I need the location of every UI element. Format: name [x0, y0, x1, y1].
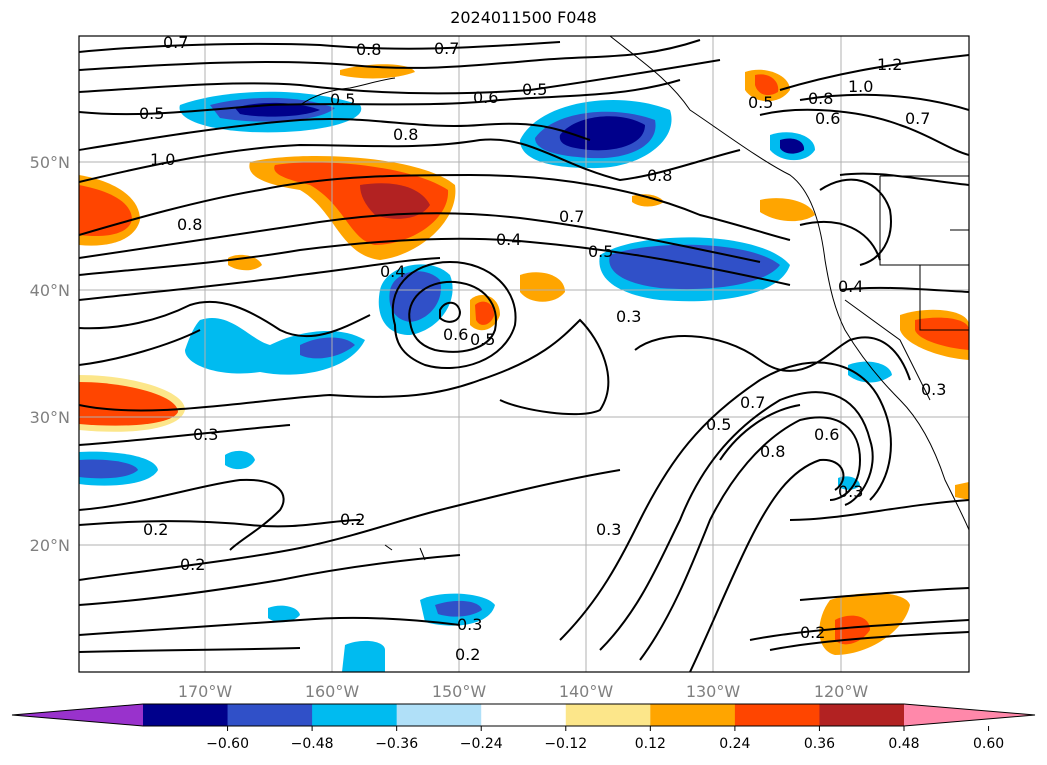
contour-label: 1.2 — [877, 55, 902, 74]
colorbar-tick-label: 0.24 — [719, 736, 750, 752]
colorbar-tick-label: 0.12 — [635, 736, 666, 752]
contour-label: 0.5 — [139, 104, 164, 123]
contour-label: 0.3 — [838, 482, 863, 501]
contour-label: 0.6 — [815, 109, 840, 128]
lon-label: 130°W — [686, 682, 741, 701]
colorbar-extend-low — [12, 704, 143, 726]
contour-label: 0.2 — [800, 623, 825, 642]
contour-label: 0.7 — [559, 207, 584, 226]
contour-label: 0.8 — [177, 215, 202, 234]
longitude-labels: 170°W 160°W 150°W 140°W 130°W 120°W — [178, 682, 869, 701]
contour-label: 0.6 — [473, 88, 498, 107]
contour-label: 0.8 — [393, 125, 418, 144]
colorbar-tick-label: 0.60 — [973, 736, 1004, 752]
colorbar-tick-label: −0.48 — [291, 736, 334, 752]
colorbar-tick-label: 0.36 — [804, 736, 835, 752]
latitude-labels: 50°N 40°N 30°N 20°N — [30, 153, 70, 555]
map-frame — [78, 35, 970, 673]
lon-label: 140°W — [559, 682, 614, 701]
colorbar-swatch — [396, 704, 482, 726]
contour-label: 0.3 — [616, 307, 641, 326]
contour-label: 0.6 — [814, 425, 839, 444]
lat-label: 30°N — [30, 408, 70, 427]
map-title: 2024011500 F048 — [450, 8, 597, 27]
shaded-anomalies — [79, 64, 969, 672]
contour-label: 0.5 — [706, 415, 731, 434]
contour-label: 0.5 — [470, 330, 495, 349]
contour-label: 0.2 — [340, 510, 365, 529]
colorbar: −0.60 −0.48 −0.36 −0.24 −0.12 0.12 0.24 0.36 0.4… — [11, 703, 1036, 752]
contour-label: 0.2 — [455, 645, 480, 664]
contour-lines — [79, 39, 969, 672]
contour-label: 0.7 — [740, 393, 765, 412]
contour-label: 0.4 — [838, 277, 863, 296]
colorbar-swatch — [734, 704, 820, 726]
contour-label: 0.8 — [647, 166, 672, 185]
contour-label: 0.8 — [356, 40, 381, 59]
colorbar-tick-label: −0.12 — [544, 736, 587, 752]
colorbar-tick-label: −0.60 — [206, 736, 249, 752]
coastlines — [299, 36, 969, 561]
colorbar-swatch — [143, 704, 229, 726]
contour-label: 1.0 — [848, 77, 873, 96]
contour-label: 0.3 — [193, 425, 218, 444]
colorbar-swatch — [565, 704, 651, 726]
colorbar-tick-label: −0.24 — [460, 736, 503, 752]
contour-label: 0.5 — [330, 90, 355, 109]
contour-label: 0.2 — [180, 555, 205, 574]
lon-label: 160°W — [305, 682, 360, 701]
lon-label: 170°W — [178, 682, 233, 701]
lon-label: 120°W — [814, 682, 869, 701]
contour-label: 0.6 — [443, 325, 468, 344]
contour-label: 0.5 — [522, 80, 547, 99]
contour-label: 0.3 — [596, 520, 621, 539]
colorbar-swatch — [312, 704, 398, 726]
contour-label: 0.5 — [588, 242, 613, 261]
lat-label: 20°N — [30, 536, 70, 555]
contour-label: 0.3 — [457, 615, 482, 634]
colorbar-swatch — [227, 704, 313, 726]
lat-label: 40°N — [30, 281, 70, 300]
contour-label: 0.7 — [163, 33, 188, 52]
contour-label: 0.2 — [143, 520, 168, 539]
contour-label-group: 0.7 0.8 0.7 0.5 0.5 0.6 0.5 1.2 1.0 0.8 … — [139, 33, 946, 664]
colorbar-swatch — [819, 704, 905, 726]
colorbar-swatch — [481, 704, 567, 726]
colorbar-extend-high — [904, 704, 1035, 726]
contour-label: 0.5 — [748, 93, 773, 112]
contour-label: 0.3 — [921, 380, 946, 399]
colorbar-tick-label: 0.48 — [888, 736, 919, 752]
colorbar-tick-label: −0.36 — [375, 736, 418, 752]
lat-label: 50°N — [30, 153, 70, 172]
contour-label: 1.0 — [150, 150, 175, 169]
contour-label: 0.8 — [760, 442, 785, 461]
contour-label: 0.8 — [808, 89, 833, 108]
contour-label: 0.7 — [434, 39, 459, 58]
lon-label: 150°W — [432, 682, 487, 701]
graticule — [79, 36, 969, 672]
colorbar-swatch — [650, 704, 736, 726]
colorbar-outline — [11, 703, 1036, 727]
contour-label: 0.7 — [905, 109, 930, 128]
contour-label: 0.4 — [380, 262, 405, 281]
contour-label: 0.4 — [496, 230, 521, 249]
